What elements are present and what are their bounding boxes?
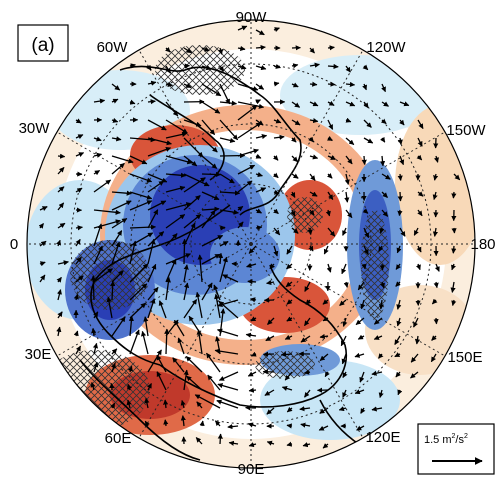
wave-flux-arrow-icon (93, 276, 94, 300)
lon-label-90e: 90E (238, 461, 265, 478)
wave-flux-arrow-icon (328, 84, 335, 85)
wave-flux-arrow-icon (453, 192, 454, 198)
wave-flux-arrow-icon (166, 329, 167, 354)
wave-flux-arrow-icon (364, 156, 365, 165)
lon-label-60w: 60W (97, 39, 129, 56)
wave-flux-arrow-icon (202, 174, 221, 175)
wave-flux-arrow-icon (310, 84, 317, 85)
significance-hatch-icon (361, 210, 389, 320)
lon-label-150w: 150W (446, 122, 486, 139)
wave-flux-arrow-icon (202, 421, 203, 426)
wave-flux-arrow-icon (256, 227, 262, 228)
reference-vector-legend: 1.5 m2/s2 (418, 424, 494, 474)
lon-label-60e: 60E (105, 430, 132, 447)
wave-flux-arrow-icon (453, 246, 454, 253)
wave-flux-arrow-icon (184, 239, 185, 264)
lon-label-120e: 120E (365, 429, 400, 446)
wave-flux-arrow-icon (281, 354, 292, 355)
lon-label-150e: 150E (447, 349, 482, 366)
wave-flux-arrow-icon (310, 228, 311, 235)
wave-flux-arrow-icon (328, 66, 338, 67)
reference-vector-label: 1.5 m2/s2 (424, 433, 468, 446)
wave-flux-arrow-icon (220, 434, 221, 444)
significance-hatch-icon (255, 351, 315, 379)
lon-label-90w: 90W (236, 9, 268, 26)
wave-flux-arrow-icon (248, 281, 256, 282)
wave-flux-arrow-icon (112, 383, 113, 390)
wave-flux-arrow-icon (256, 47, 265, 48)
wave-flux-arrow-icon (148, 101, 155, 102)
wave-flux-arrow-icon (382, 264, 383, 270)
wave-flux-arrow-icon (274, 83, 279, 84)
wave-flux-arrow-icon (165, 400, 166, 408)
lon-label-0: 0 (10, 236, 18, 253)
wave-flux-arrow-icon (399, 210, 400, 216)
wave-flux-arrow-icon (436, 318, 437, 324)
panel-label-box: (a) (18, 25, 68, 61)
wave-flux-arrow-icon (112, 281, 113, 300)
panel-label: (a) (31, 35, 54, 56)
wave-flux-arrow-icon (76, 227, 82, 228)
lon-label-120w: 120W (366, 39, 406, 56)
lon-label-30e: 30E (25, 346, 52, 363)
wave-flux-arrow-icon (287, 425, 292, 426)
wave-flux-arrow-icon (220, 227, 225, 228)
significance-hatch-icon (70, 240, 150, 310)
wave-flux-arrow-icon (346, 84, 355, 85)
wave-flux-arrow-icon (400, 192, 401, 201)
wave-flux-arrow-icon (454, 228, 455, 233)
wave-flux-arrow-icon (58, 156, 65, 157)
lon-label-30w: 30W (19, 120, 51, 137)
wave-flux-arrow-icon (249, 390, 256, 391)
significance-hatch-icon (40, 350, 150, 430)
wave-flux-arrow-icon (400, 174, 401, 180)
wave-flux-arrow-icon (328, 47, 334, 48)
wave-flux-arrow-icon (165, 420, 166, 426)
wave-flux-arrow-icon (93, 328, 94, 336)
lon-label-180: 180 (470, 236, 495, 253)
